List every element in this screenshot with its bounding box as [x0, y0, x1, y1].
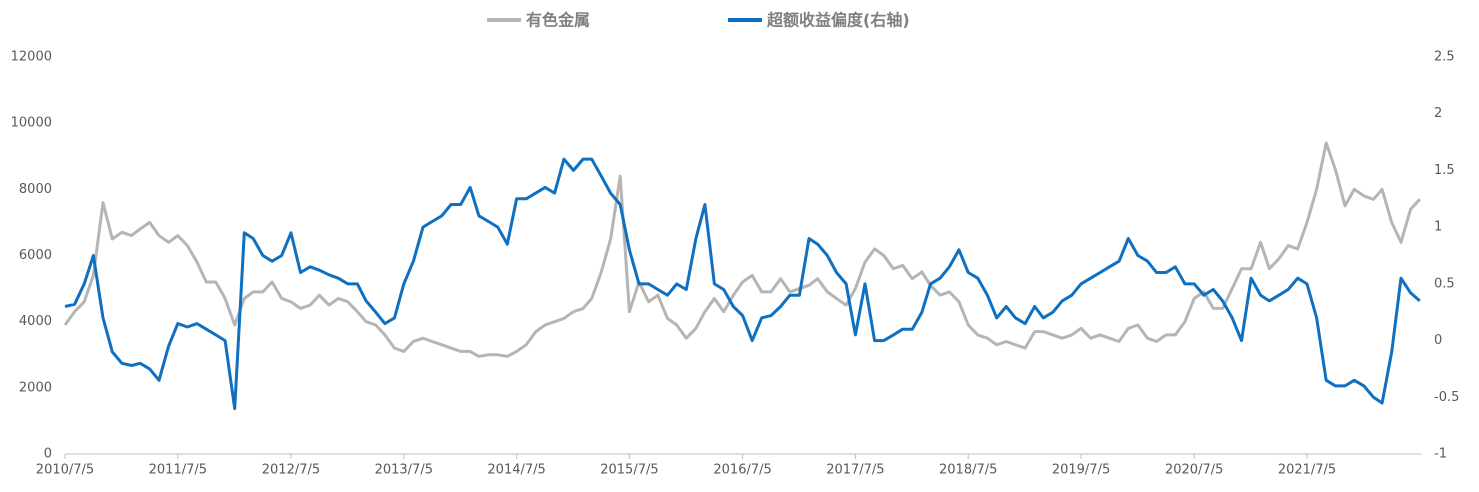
y-tick-label: 4000 — [19, 314, 52, 329]
x-tick-label: 2014/7/5 — [487, 463, 545, 478]
y-tick-label: 6000 — [19, 248, 52, 263]
x-tick-label: 2012/7/5 — [262, 463, 320, 478]
x-tick-label: 2010/7/5 — [36, 463, 94, 478]
x-tick-label: 2011/7/5 — [149, 463, 207, 478]
legend-label: 超额收益偏度(右轴) — [766, 11, 910, 30]
y2-tick-label: -1 — [1434, 447, 1447, 462]
y2-tick-label: 0 — [1434, 333, 1442, 348]
legend-label: 有色金属 — [526, 11, 590, 30]
y-tick-label: 10000 — [11, 116, 52, 131]
x-tick-label: 2015/7/5 — [600, 463, 658, 478]
y2-tick-label: 2 — [1434, 106, 1442, 121]
y2-tick-label: 0.5 — [1434, 276, 1455, 291]
y-tick-label: 12000 — [11, 50, 52, 65]
y-tick-label: 0 — [44, 447, 52, 462]
y2-tick-label: 1 — [1434, 220, 1442, 235]
y2-tick-label: -0.5 — [1434, 390, 1459, 405]
x-tick-label: 2013/7/5 — [375, 463, 433, 478]
y-tick-label: 2000 — [19, 380, 52, 395]
x-tick-label: 2016/7/5 — [713, 463, 771, 478]
y2-tick-label: 2.5 — [1434, 50, 1455, 65]
x-tick-label: 2017/7/5 — [826, 463, 884, 478]
y2-tick-label: 1.5 — [1434, 163, 1455, 178]
x-tick-label: 2018/7/5 — [939, 463, 997, 478]
x-tick-label: 2020/7/5 — [1165, 463, 1223, 478]
series-line — [64, 157, 1421, 411]
x-tick-label: 2019/7/5 — [1052, 463, 1110, 478]
y-tick-label: 8000 — [19, 182, 52, 197]
series-line — [63, 141, 1421, 358]
x-tick-label: 2021/7/5 — [1278, 463, 1336, 478]
